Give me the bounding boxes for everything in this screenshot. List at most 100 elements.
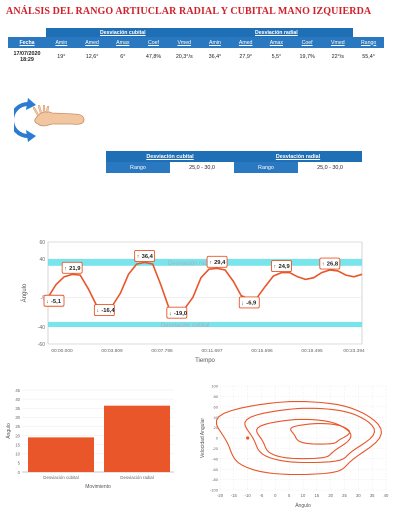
bar [28,437,94,472]
range-cubital-label: Rango [106,162,170,173]
summary-value-cell: 22°/s [331,54,344,60]
x-tick-label: 30 [356,493,361,498]
phase-loop-line [290,422,351,445]
range-bar-chart: 0 5 10 15 20 25 30 35 40 45 Desviación cubital Desv… [5,388,174,490]
summary-value-cell: 19,7% [299,54,315,60]
group-spacer-right [353,28,384,37]
report-title: ANÁLSIS DEL RANGO ARTIUCLAR RADIAL Y CUB… [6,6,372,17]
peak-label: 36,4 [142,254,154,260]
y-tick-label: 45 [15,388,20,393]
summary-col-header: Amax [261,37,292,48]
y-tick-label: 10 [15,452,20,457]
summary-value-cell: 55,4° [362,54,375,60]
summary-value-cell: 6° [120,54,126,60]
hand-icon [34,111,85,127]
forearm-rotation-icon [14,98,85,142]
summary-col-header: Amed [230,37,262,48]
y-tick-label: 40 [214,415,219,420]
peak-arrow-icon: ↓ [169,311,172,317]
band-label: Desviación cubital [161,323,209,329]
x-tick-label: 00:07.798 [151,348,173,354]
peak-label: -6,9 [246,301,257,307]
y-tick-label: -40 [212,456,219,461]
range-radial-label: Rango [234,162,298,173]
peak-label-box [43,294,65,307]
summary-col-header: Amed [76,37,108,48]
y-tick-label: 60 [214,404,219,409]
fingers-fill-icon [33,105,49,116]
y-tick-label: 40 [15,397,20,402]
x-tick-label: 00:23.394 [343,348,365,354]
y-tick-label: 30 [15,415,20,420]
band-label: Desviación radial [168,261,214,267]
summary-value-cell: 36,4° [208,54,222,60]
summary-col-header: Coef [138,37,169,48]
y-tick-label: 0 [216,436,219,441]
y-tick-label: -100 [210,488,219,493]
arrow-head-top-icon [26,98,36,110]
summary-value-cell: 19° [57,54,66,60]
y-tick-label: -5 [41,295,46,301]
range-radial-value: 25,0 - 30,0 [298,162,362,173]
peak-arrow-icon: ↓ [46,299,49,305]
summary-table: Desviación cubital Desviación radial Fec… [8,28,384,66]
range-cubital-title: Desviación cubital [106,151,234,162]
y-tick-label: -60 [212,467,219,472]
y-tick-label: -60 [38,342,45,348]
phase-loop-line [215,400,382,476]
range-band [48,321,362,327]
group-radial: Desviación radial [199,28,354,37]
x-tick-label: 00:00.000 [51,348,73,354]
peak-label-box [134,249,156,262]
x-tick-label: 15 [314,493,319,498]
group-cubital: Desviación cubital [46,28,200,37]
range-cubital-value: 25,0 - 30,0 [170,162,234,173]
arrow-head-bottom-icon [26,130,36,142]
range-radial-title: Desviación radial [234,151,362,162]
peak-label: 29,4 [214,260,226,266]
peak-label: -5,1 [51,299,62,305]
summary-col-header: Fecha [8,37,46,48]
summary-value-cell: 12,6° [85,54,99,60]
start-point [246,436,250,440]
angle-time-chart: 60 40 -5 -40 -60 Desviación radial Desviación … [21,240,365,364]
y-axis-label: Velocidad Angular [200,418,206,458]
peak-label-box [319,257,341,270]
range-table: Desviación cubital Desviación radial Ran… [106,151,362,173]
summary-value-cell: 5,5° [271,54,282,60]
y-axis-label: Ángulo [21,283,28,302]
x-tick-label: 25 [342,493,347,498]
summary-col-header: Coef [291,37,323,48]
y-tick-label: 20 [15,433,20,438]
peak-label-box [238,296,260,309]
phase-plot-chart: -20 -15 -10 -5 0 5 10 15 20 25 30 35 40 -100 -80 -60 -40… [200,384,389,509]
x-axis-label: Movimiento [85,484,111,490]
summary-col-header: Amax [107,37,139,48]
x-tick-label: 00:03.809 [101,348,123,354]
y-tick-label: 40 [39,257,45,263]
peak-label-box [271,260,292,273]
x-tick-label: -10 [245,493,252,498]
y-tick-label: 5 [18,461,21,466]
summary-col-header: Rango [353,37,384,48]
peak-label-box [166,306,188,319]
rotation-arrow-icon [14,102,29,138]
range-band [48,259,362,266]
x-tick-label: 00:11.697 [202,348,223,354]
phase-loop-line [256,418,352,460]
x-tick-label: -5 [260,493,264,498]
x-tick-label: 0 [274,493,277,498]
summary-col-header: Vmed [322,37,354,48]
x-tick-label: 20 [328,493,333,498]
peak-arrow-icon: ↑ [137,254,140,260]
peak-label-box [206,255,228,268]
summary-value-cell: 47,8% [145,54,162,60]
x-tick-label: 40 [384,493,389,498]
y-tick-label: -80 [212,477,219,482]
x-tick-label: 35 [370,493,375,498]
x-axis-label: Tiempo [195,358,215,364]
y-tick-label: 80 [214,394,219,399]
summary-date: 17/07/2020 [13,51,41,57]
x-tick-label: 00:15.596 [251,348,273,354]
x-tick-label: Desviación cubital [43,475,78,480]
